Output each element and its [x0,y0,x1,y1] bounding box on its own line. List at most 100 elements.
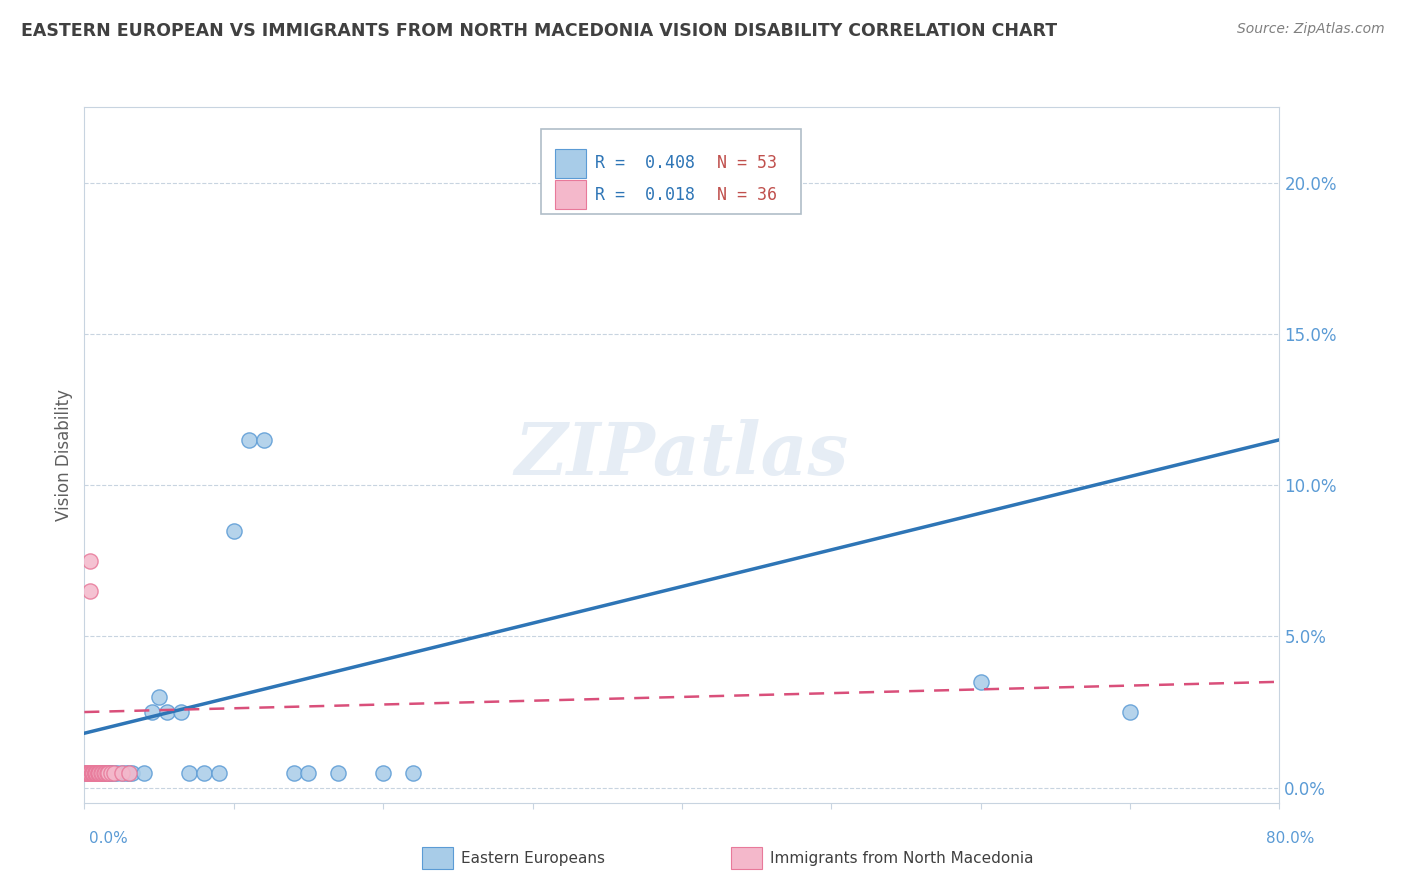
Point [297,765,319,780]
Point [83,765,105,780]
Point [86,765,108,780]
Point [121,765,143,780]
Point [77,765,100,780]
Point [118,765,141,780]
Point [77,765,100,780]
Point [96,765,118,780]
Point [79,554,101,568]
Point [328,765,350,780]
Point [89,765,111,780]
Point [80,765,103,780]
Point [79,765,101,780]
Text: Source: ZipAtlas.com: Source: ZipAtlas.com [1237,22,1385,37]
Point [82,765,104,780]
Point [222,524,245,538]
Point [80,765,103,780]
Point [94,765,117,780]
Point [253,433,276,447]
Point [83,765,105,780]
Point [77,765,100,780]
Text: Immigrants from North Macedonia: Immigrants from North Macedonia [770,851,1033,865]
Point [111,765,134,780]
Point [87,765,110,780]
Point [77,765,100,780]
Point [86,765,108,780]
Point [1119,705,1142,719]
Point [97,765,120,780]
Text: R =  0.408: R = 0.408 [595,154,695,172]
Text: Eastern Europeans: Eastern Europeans [461,851,605,865]
Point [86,765,108,780]
Point [283,765,305,780]
Point [111,765,134,780]
Point [89,765,111,780]
Point [98,765,121,780]
Point [87,765,110,780]
Point [91,765,114,780]
Point [402,765,425,780]
Point [105,765,128,780]
Point [79,584,101,599]
Y-axis label: Vision Disability: Vision Disability [55,389,73,521]
Point [148,690,170,704]
Point [87,765,110,780]
Point [141,705,163,719]
Point [100,765,122,780]
Point [208,765,231,780]
Point [96,765,118,780]
Text: EASTERN EUROPEAN VS IMMIGRANTS FROM NORTH MACEDONIA VISION DISABILITY CORRELATIO: EASTERN EUROPEAN VS IMMIGRANTS FROM NORT… [21,22,1057,40]
Point [177,765,200,780]
Point [87,765,110,780]
Point [94,765,117,780]
Point [970,674,993,689]
Point [94,765,117,780]
Point [86,765,108,780]
Point [97,765,120,780]
Point [132,765,156,780]
Point [115,765,138,780]
Point [170,705,193,719]
Text: 0.0%: 0.0% [89,831,128,846]
Point [76,765,98,780]
Point [155,705,177,719]
Text: N = 36: N = 36 [717,186,778,203]
Point [89,765,111,780]
Point [90,765,112,780]
Text: N = 53: N = 53 [717,154,778,172]
Point [83,765,105,780]
Point [100,765,122,780]
Point [97,765,120,780]
Point [86,765,108,780]
Point [93,765,115,780]
Point [93,765,115,780]
Point [76,765,98,780]
Point [80,765,103,780]
Point [75,765,97,780]
Point [118,765,141,780]
Text: ZIPatlas: ZIPatlas [515,419,849,491]
Point [193,765,215,780]
Point [76,765,98,780]
Point [90,765,112,780]
Point [75,765,97,780]
Text: R =  0.018: R = 0.018 [595,186,695,203]
Point [82,765,104,780]
Point [91,765,114,780]
Point [83,765,105,780]
Point [93,765,115,780]
Point [103,765,125,780]
Point [77,765,100,780]
Point [238,433,260,447]
Point [80,765,103,780]
Point [82,765,104,780]
Point [103,765,125,780]
Point [80,765,103,780]
Point [89,765,111,780]
Point [80,765,103,780]
Point [79,765,101,780]
Point [83,765,105,780]
Point [91,765,114,780]
Point [371,765,394,780]
Text: 80.0%: 80.0% [1267,831,1315,846]
Point [75,765,97,780]
